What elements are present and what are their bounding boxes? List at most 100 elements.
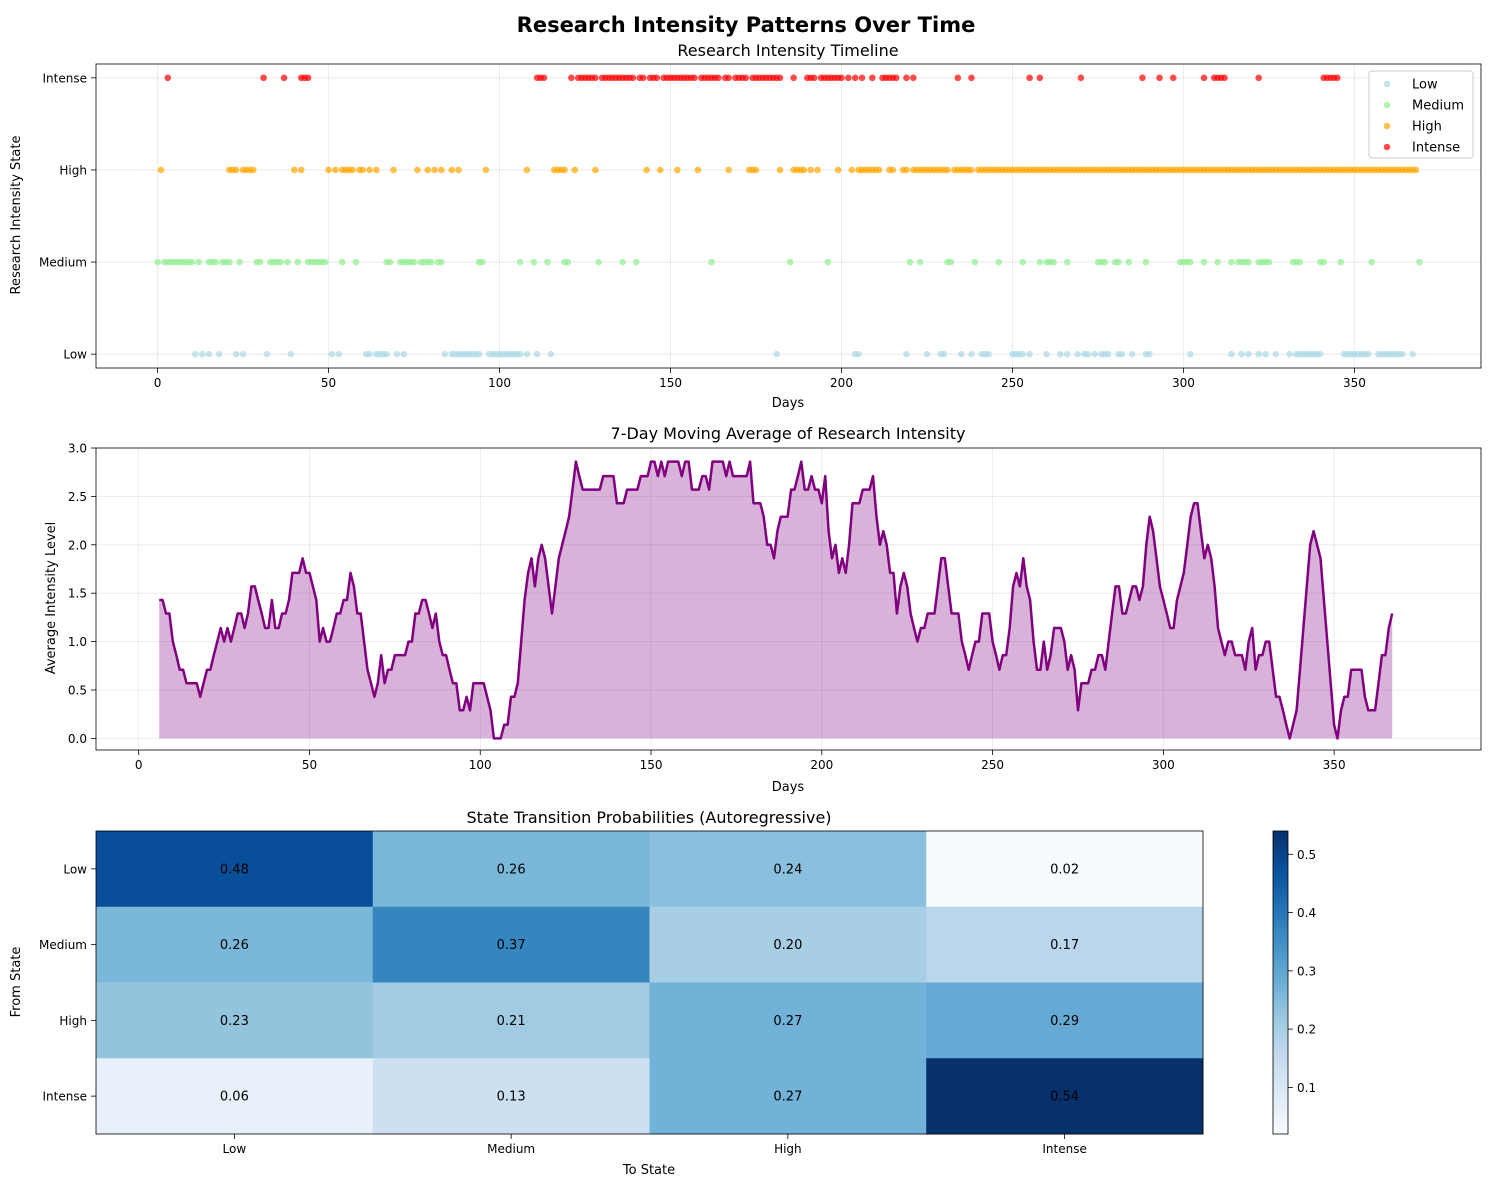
timeline-point — [968, 74, 975, 82]
timeline-point — [725, 74, 732, 82]
timeline-point — [164, 74, 172, 82]
timeline-legend-marker — [1383, 122, 1391, 130]
moving-average-x-tick: 150 — [640, 750, 662, 772]
moving-average-x-tick-label: 50 — [302, 758, 317, 772]
timeline-x-tick-label: 250 — [1001, 376, 1024, 390]
timeline-series-intense — [164, 74, 1341, 82]
colorbar-tick: 0.4 — [1288, 906, 1316, 920]
timeline-y-tick: High — [59, 163, 96, 177]
timeline-point — [800, 166, 808, 174]
timeline-point — [523, 350, 531, 358]
timeline-point — [516, 350, 524, 358]
timeline-x-tick-label: 100 — [488, 376, 511, 390]
heatmap-cell-label: 0.21 — [497, 1014, 526, 1029]
timeline-point — [694, 166, 702, 174]
moving-average-x-ticks: 0 50 100 150 200 250 300 350 — [135, 750, 1346, 772]
heatmap-cell-label: 0.27 — [773, 1014, 802, 1029]
timeline-point — [591, 166, 599, 174]
timeline-point — [1228, 350, 1235, 358]
timeline-point — [944, 166, 951, 174]
timeline-legend-box — [1368, 70, 1474, 159]
timeline-x-tick: 50 — [321, 368, 336, 390]
heatmap-cell-label: 0.20 — [773, 938, 802, 953]
timeline-point — [1286, 350, 1293, 358]
timeline-point — [328, 350, 336, 358]
heatmap-x-tick-label: Low — [223, 1142, 247, 1156]
timeline-point — [824, 258, 832, 266]
timeline-point — [807, 166, 815, 174]
heatmap-cell — [926, 906, 1204, 983]
timeline-point — [1214, 258, 1221, 266]
heatmap-x-tick: Intense — [1042, 1134, 1087, 1156]
timeline-point — [448, 166, 455, 174]
timeline-point — [1409, 350, 1416, 358]
heatmap-cell-label: 0.17 — [1050, 938, 1079, 953]
timeline-point — [359, 166, 367, 174]
timeline-point — [1272, 350, 1280, 358]
timeline-point — [776, 74, 784, 82]
moving-average-y-tick: 3.0 — [68, 442, 96, 456]
moving-average-x-tick-label: 0 — [135, 758, 143, 772]
timeline-point — [455, 166, 462, 174]
timeline-point — [1200, 74, 1208, 82]
timeline-point — [256, 258, 264, 266]
timeline-point — [691, 74, 698, 82]
heatmap-cell-label: 0.02 — [1050, 862, 1079, 877]
timeline-point — [910, 74, 917, 82]
moving-average-x-tick: 0 — [135, 750, 143, 772]
moving-average-x-tick: 200 — [810, 750, 833, 772]
heatmap-cell-label: 0.06 — [220, 1090, 249, 1105]
timeline-point — [400, 350, 408, 358]
timeline-point — [516, 258, 524, 266]
moving-average-x-tick: 100 — [469, 750, 492, 772]
heatmap-x-tick: High — [774, 1134, 802, 1156]
moving-average-y-tick-label: 3.0 — [68, 442, 87, 456]
moving-average-ylabel: Average Intensity Level — [44, 522, 59, 675]
timeline-grid — [96, 64, 1481, 368]
timeline-point — [773, 350, 780, 358]
colorbar-tick: 0.3 — [1288, 964, 1316, 978]
timeline-point — [188, 258, 196, 266]
timeline-point — [568, 74, 575, 82]
timeline-legend-label: Medium — [1412, 99, 1464, 114]
timeline-point — [1238, 350, 1245, 358]
colorbar-tick: 0.1 — [1288, 1081, 1316, 1095]
timeline-point — [410, 258, 418, 266]
timeline-x-tick-label: 150 — [659, 376, 682, 390]
figure-title: Research Intensity Patterns Over Time — [517, 13, 976, 37]
timeline-legend-label: High — [1412, 120, 1442, 135]
timeline-point — [232, 350, 240, 358]
moving-average-x-tick-label: 250 — [981, 758, 1004, 772]
timeline-point — [338, 258, 346, 266]
heatmap-y-tick: Intense — [43, 1090, 96, 1104]
timeline-legend: Low Medium High Intense — [1368, 70, 1474, 159]
moving-average-grid — [96, 447, 1481, 750]
timeline-point — [205, 350, 213, 358]
moving-average-title: 7-Day Moving Average of Research Intensi… — [611, 424, 966, 443]
timeline-point — [294, 258, 302, 266]
moving-average-y-tick-label: 2.5 — [68, 490, 87, 504]
timeline-point — [639, 74, 647, 82]
timeline-point — [239, 350, 247, 358]
heatmap-cells: 0.48 0.26 0.24 0.02 0.26 0.37 0.20 0.17 0.23 0.21… — [96, 831, 1204, 1135]
timeline-point — [1334, 74, 1341, 82]
timeline-point — [280, 74, 288, 82]
timeline-point — [708, 258, 715, 266]
timeline-point — [1145, 350, 1153, 358]
colorbar-tick-label: 0.5 — [1297, 848, 1316, 862]
timeline-point — [571, 166, 579, 174]
timeline-point — [1050, 258, 1057, 266]
timeline-point — [834, 166, 842, 174]
timeline-legend-label: Low — [1412, 78, 1438, 93]
moving-average-line — [159, 460, 1394, 740]
timeline-point — [157, 166, 165, 174]
heatmap-x-ticks: Low Medium High Intense — [223, 1134, 1087, 1156]
heatmap-axes-frame — [95, 830, 1204, 1135]
timeline-point — [1115, 258, 1122, 266]
timeline-point — [875, 166, 883, 174]
timeline-ylabel: Research Intensity State — [9, 136, 24, 295]
heatmap-cell — [649, 982, 927, 1059]
timeline-point — [838, 74, 845, 82]
timeline-point — [321, 258, 329, 266]
timeline-point — [995, 258, 1003, 266]
